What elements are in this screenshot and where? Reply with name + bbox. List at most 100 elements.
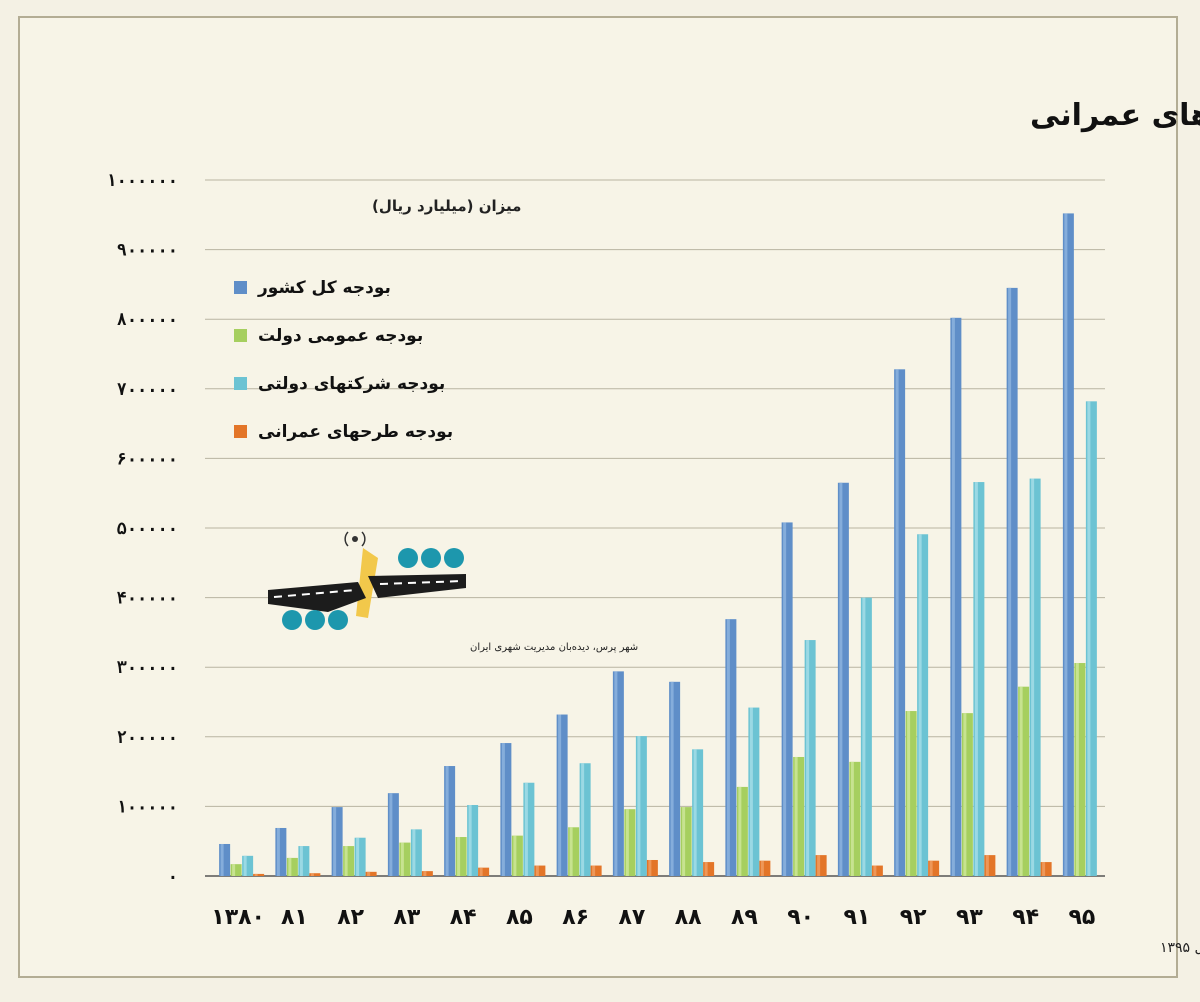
legend-swatch xyxy=(234,425,247,438)
x-tick-label: ۸۴ xyxy=(450,905,477,930)
legend-swatch xyxy=(234,281,247,294)
bar-companies xyxy=(467,805,479,876)
bar-development xyxy=(759,860,771,876)
bar-highlight xyxy=(423,871,427,876)
x-tick-label: ۸۵ xyxy=(506,905,533,930)
bar-total xyxy=(837,482,849,876)
bar-highlight xyxy=(412,829,416,876)
y-tick-label: ۷۰۰۰۰۰ xyxy=(117,380,178,400)
bar-total xyxy=(387,793,399,876)
bar-highlight xyxy=(276,827,280,876)
bar-companies xyxy=(1085,401,1097,876)
bar-highlight xyxy=(569,827,573,876)
bar-highlight xyxy=(726,619,730,876)
bar-highlight xyxy=(445,766,449,876)
bar-highlight xyxy=(918,534,922,876)
bar-highlight xyxy=(862,597,866,876)
x-tick-label: ۸۳ xyxy=(393,905,420,930)
chart-frame xyxy=(18,16,1178,978)
bar-companies xyxy=(748,707,760,876)
x-tick-label: ۹۵ xyxy=(1068,905,1095,930)
bar-highlight xyxy=(873,865,877,876)
x-tick-label: ۱۳۸۰ xyxy=(211,905,265,930)
bar-companies xyxy=(860,597,872,876)
legend-swatch xyxy=(234,329,247,342)
bar-general xyxy=(399,842,411,876)
bar-highlight xyxy=(817,855,821,876)
bar-highlight xyxy=(592,865,596,876)
bar-companies xyxy=(410,829,422,876)
bar-highlight xyxy=(513,835,517,876)
bar-general xyxy=(568,827,580,876)
x-tick-label: ۸۹ xyxy=(731,905,758,930)
bar-highlight xyxy=(400,842,404,876)
x-tick-label: ۹۱ xyxy=(843,905,870,930)
x-tick-label: ۹۴ xyxy=(1012,905,1039,930)
bar-development xyxy=(928,860,940,876)
y-axis-label: میزان (میلیارد ریال) xyxy=(372,197,521,215)
bar-general xyxy=(511,835,523,876)
bar-total xyxy=(894,369,906,876)
bar-total xyxy=(781,522,793,876)
bar-total xyxy=(500,743,512,876)
bar-total xyxy=(556,714,568,876)
bar-highlight xyxy=(693,749,697,876)
y-tick-label: ۱۰۰۰۰۰۰ xyxy=(106,171,178,191)
bar-highlight xyxy=(794,756,798,876)
chart-title: روند رشد بودجه های عمومی دولت، شرکت های … xyxy=(1030,98,1200,133)
bar-highlight xyxy=(760,860,764,876)
bar-companies xyxy=(917,534,929,876)
bar-highlight xyxy=(963,713,967,876)
bar-companies xyxy=(354,837,366,876)
bar-general xyxy=(736,786,748,876)
bar-highlight xyxy=(783,522,787,876)
legend-label: بودجه شرکتهای دولتی xyxy=(258,374,445,394)
legend-label: بودجه عمومی دولت xyxy=(258,326,423,346)
bar-companies xyxy=(804,640,816,876)
bar-highlight xyxy=(310,873,314,876)
bar-highlight xyxy=(806,640,810,876)
bar-highlight xyxy=(367,871,371,876)
bar-highlight xyxy=(524,782,528,876)
bar-highlight xyxy=(929,860,933,876)
bar-total xyxy=(669,681,681,876)
y-axis-ticks: ۰ ۱۰۰۰۰۰ ۲۰۰۰۰۰ ۳۰۰۰۰۰ ۴۰۰۰۰۰ ۵۰۰۰۰۰ ۶۰۰۰۰۰ ۷۰۰… xyxy=(106,171,178,887)
bar-development xyxy=(534,865,546,876)
bar-highlight xyxy=(907,711,911,876)
broadcast-icon xyxy=(344,531,366,547)
bar-development xyxy=(365,871,377,876)
y-tick-label: ۸۰۰۰۰۰ xyxy=(117,310,178,330)
bar-highlight xyxy=(501,743,505,876)
bar-highlight xyxy=(581,763,585,876)
bar-highlight xyxy=(951,317,955,877)
bar-general xyxy=(680,807,692,876)
bar-highlight xyxy=(1064,213,1068,876)
y-tick-label: ۵۰۰۰۰۰ xyxy=(117,519,178,539)
bar-general xyxy=(455,837,467,876)
y-tick-label: ۳۰۰۰۰۰ xyxy=(117,658,178,678)
bar-general xyxy=(343,846,355,876)
y-tick-label: ۰ xyxy=(168,867,178,887)
x-tick-label: ۸۶ xyxy=(562,905,589,930)
bar-highlight xyxy=(479,867,483,876)
bar-highlight xyxy=(232,864,236,876)
bar-highlight xyxy=(457,837,461,876)
bars xyxy=(219,213,1097,877)
y-tick-label: ۶۰۰۰۰۰ xyxy=(117,449,178,469)
legend-swatch xyxy=(234,377,247,390)
bar-companies xyxy=(635,736,647,876)
bar-companies xyxy=(579,763,591,876)
bar-development xyxy=(253,873,265,876)
logo-caption: شهر پرس، دیده‌بان مدیریت شهری ایران xyxy=(470,642,638,653)
x-tick-label: ۸۷ xyxy=(618,905,645,930)
bar-highlight xyxy=(614,671,618,876)
bar-companies xyxy=(523,782,535,876)
bar-highlight xyxy=(389,793,393,876)
bar-total xyxy=(950,317,962,877)
bar-highlight xyxy=(535,865,539,876)
x-tick-label: ۸۲ xyxy=(337,905,364,930)
x-tick-label: ۹۰ xyxy=(787,905,814,930)
bar-highlight xyxy=(850,761,854,876)
bar-highlight xyxy=(1031,478,1035,876)
